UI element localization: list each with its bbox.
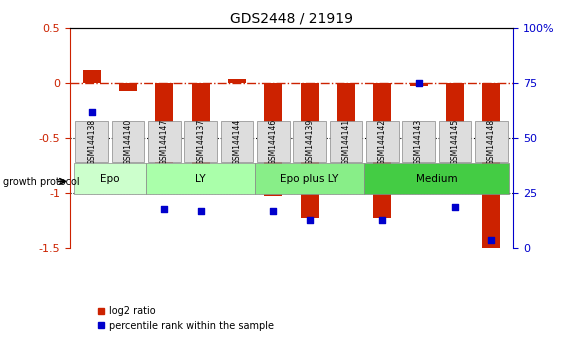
FancyBboxPatch shape — [366, 121, 399, 162]
Point — [305, 217, 314, 223]
FancyBboxPatch shape — [221, 121, 254, 162]
Bar — [337, 83, 355, 133]
Text: GSM144140: GSM144140 — [124, 119, 132, 165]
FancyBboxPatch shape — [293, 121, 326, 162]
FancyBboxPatch shape — [475, 121, 508, 162]
Text: GSM144148: GSM144148 — [487, 119, 496, 165]
Text: GSM144147: GSM144147 — [160, 119, 169, 165]
FancyBboxPatch shape — [257, 121, 290, 162]
FancyBboxPatch shape — [255, 164, 364, 194]
Text: GSM144146: GSM144146 — [269, 119, 278, 165]
Point — [450, 204, 459, 209]
Bar — [446, 83, 464, 155]
Bar — [155, 83, 174, 162]
Point — [124, 144, 133, 150]
Text: Epo plus LY: Epo plus LY — [280, 174, 339, 184]
Text: growth protocol: growth protocol — [3, 177, 79, 187]
Bar — [301, 83, 319, 217]
Bar — [119, 83, 137, 91]
Text: GSM144139: GSM144139 — [305, 119, 314, 165]
Point — [233, 142, 242, 148]
FancyBboxPatch shape — [146, 164, 255, 194]
Bar — [409, 83, 428, 86]
Bar — [83, 70, 101, 83]
Text: Medium: Medium — [416, 174, 458, 184]
Text: LY: LY — [195, 174, 206, 184]
FancyBboxPatch shape — [402, 121, 435, 162]
Bar — [373, 83, 391, 217]
Text: GSM144137: GSM144137 — [196, 119, 205, 165]
Text: GSM144138: GSM144138 — [87, 119, 96, 165]
Point — [378, 217, 387, 223]
Text: GSM144144: GSM144144 — [233, 119, 241, 165]
Bar — [192, 83, 210, 166]
Point — [341, 173, 350, 178]
Point — [196, 208, 205, 214]
Point — [269, 208, 278, 214]
FancyBboxPatch shape — [184, 121, 217, 162]
Text: GSM144141: GSM144141 — [342, 119, 350, 165]
Point — [414, 80, 423, 86]
Point — [87, 109, 96, 115]
FancyBboxPatch shape — [438, 121, 471, 162]
FancyBboxPatch shape — [148, 121, 181, 162]
Legend: log2 ratio, percentile rank within the sample: log2 ratio, percentile rank within the s… — [97, 306, 273, 331]
Text: Epo: Epo — [100, 174, 120, 184]
Title: GDS2448 / 21919: GDS2448 / 21919 — [230, 12, 353, 26]
Bar — [228, 79, 246, 83]
FancyBboxPatch shape — [112, 121, 145, 162]
Text: GSM144143: GSM144143 — [414, 119, 423, 165]
Text: GSM144145: GSM144145 — [451, 119, 459, 165]
Text: GSM144142: GSM144142 — [378, 119, 387, 165]
Point — [160, 206, 169, 212]
FancyBboxPatch shape — [75, 121, 108, 162]
FancyBboxPatch shape — [329, 121, 362, 162]
Bar — [482, 83, 500, 248]
FancyBboxPatch shape — [73, 164, 146, 194]
FancyBboxPatch shape — [364, 164, 510, 194]
Point — [487, 237, 496, 242]
Bar — [264, 83, 282, 195]
